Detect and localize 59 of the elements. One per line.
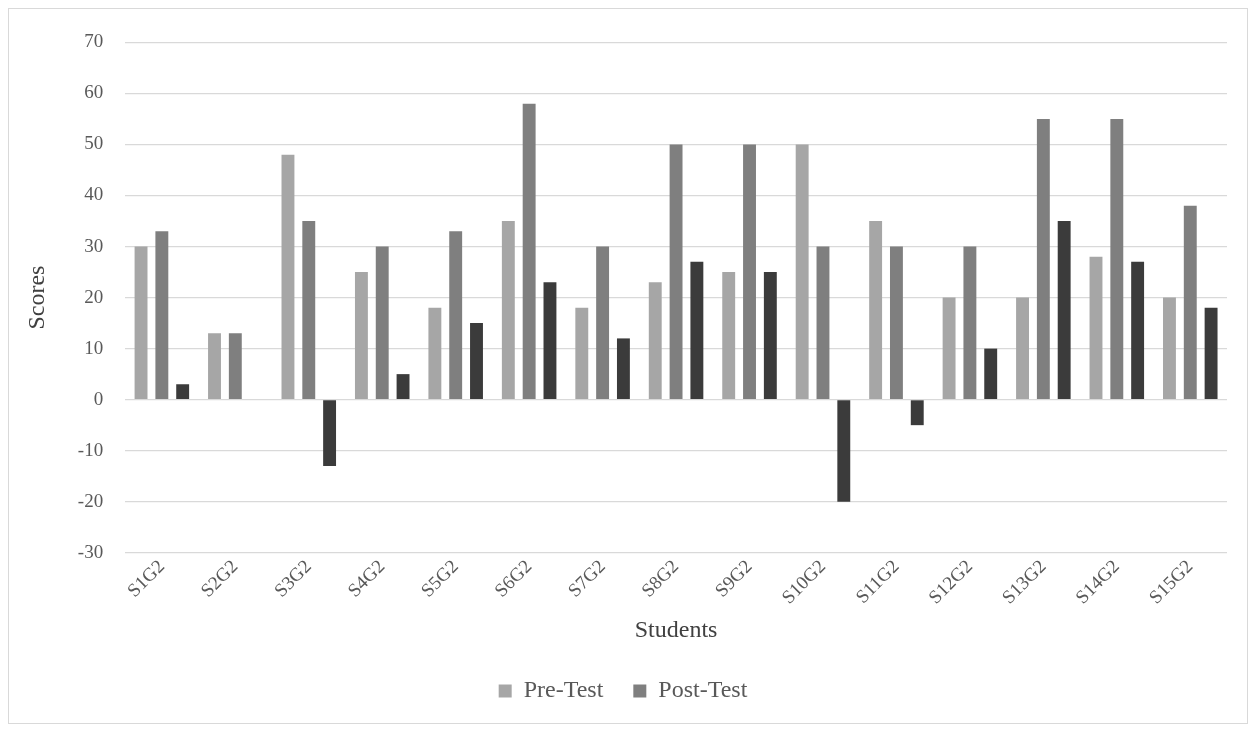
bar: [690, 261, 704, 399]
bar: [1089, 256, 1103, 399]
bar: [743, 144, 756, 399]
bar: [596, 246, 610, 399]
y-tick-label: -20: [77, 489, 104, 511]
bar: [1036, 118, 1050, 399]
bar: [281, 154, 295, 399]
bar: [428, 307, 442, 399]
bar: [1204, 307, 1218, 399]
bar: [354, 272, 368, 399]
bar: [722, 272, 736, 399]
bar: [522, 103, 536, 399]
x-axis-title: Students: [634, 615, 718, 642]
bar: [1057, 221, 1071, 399]
bar: [134, 246, 148, 399]
y-axis-title: Scores: [22, 265, 49, 330]
y-tick-label: 40: [84, 183, 104, 205]
bar: [889, 246, 903, 399]
bar: [795, 144, 809, 399]
y-tick-label: 30: [84, 234, 104, 256]
y-tick-label: 20: [84, 285, 104, 307]
bar: [155, 231, 169, 399]
bar: [910, 400, 924, 426]
bar: [869, 221, 883, 399]
bar: [816, 246, 830, 399]
bar: [228, 333, 242, 399]
bar: [616, 338, 630, 399]
legend-label: Pre-Test: [523, 676, 604, 703]
bar: [763, 272, 777, 399]
bar: [648, 282, 662, 399]
bar: [575, 307, 589, 399]
y-tick-label: -30: [77, 540, 104, 562]
y-tick-label: 10: [84, 336, 104, 358]
bar: [208, 333, 221, 399]
bar: [837, 400, 851, 502]
bar: [302, 221, 316, 399]
bar: [470, 323, 483, 399]
y-tick-label: -10: [77, 438, 104, 460]
bar: [176, 384, 190, 399]
bar: [323, 400, 337, 466]
bar: [396, 374, 410, 399]
bar: [501, 221, 515, 399]
y-tick-label: 50: [84, 132, 104, 154]
bar: [1016, 297, 1029, 399]
bar: [1131, 261, 1145, 399]
bar: [669, 144, 683, 399]
bar: [375, 246, 389, 399]
bar: [1163, 297, 1176, 399]
bar: [1110, 118, 1124, 399]
bar: [1183, 205, 1197, 399]
bar: [543, 282, 557, 399]
bar: [984, 348, 998, 399]
bar: [942, 297, 956, 399]
y-tick-label: 60: [84, 81, 104, 103]
y-tick-label: 70: [84, 30, 104, 52]
y-tick-label: 0: [93, 387, 104, 409]
legend-label: Post-Test: [658, 676, 748, 703]
bar: [963, 246, 977, 399]
bar: [449, 231, 463, 399]
